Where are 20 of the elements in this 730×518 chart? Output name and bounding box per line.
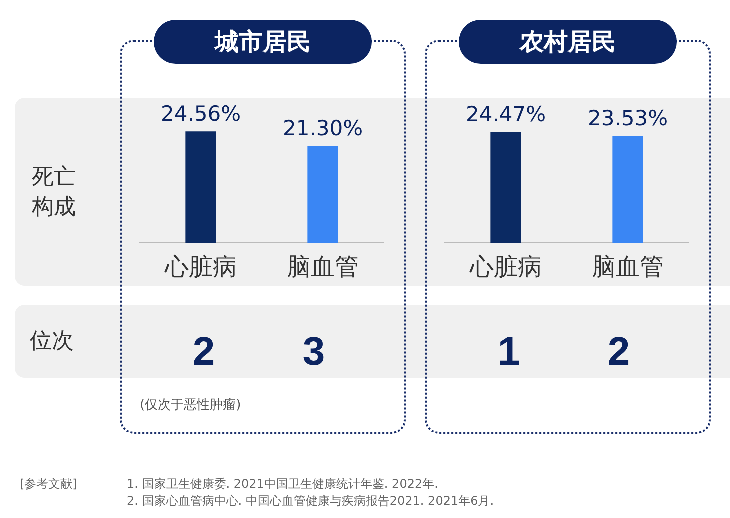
chart-title: 城市居民 [154, 20, 372, 64]
text: [参考文献] [20, 476, 78, 493]
data-label: 21.30% [282, 116, 364, 141]
data-label: 24.56% [160, 102, 242, 126]
x-tick-label: 心脏病 [164, 252, 237, 281]
chart-title: 农村居民 [459, 20, 677, 64]
data-label: 23.53% [588, 106, 668, 131]
text: 2 [192, 330, 216, 375]
text: 3 [302, 330, 326, 375]
data-label: 24.47% [466, 102, 546, 126]
x-tick-label: 心脏病 [469, 252, 542, 281]
x-tick-label: 脑血管 [592, 252, 664, 281]
text: 死亡构成 [31, 164, 77, 222]
text: 1. 国家卫生健康委. 2021中国卫生健康统计年鉴. 2022年. [127, 476, 438, 493]
text: 2. 国家心血管病中心. 中国心血管健康与疾病报告2021. 2021年6月. [127, 493, 494, 510]
x-tick-label: 脑血管 [287, 252, 359, 281]
text: 位次 [30, 328, 74, 356]
text: 1 [496, 330, 522, 375]
text: (仅次于恶性肿瘤) [140, 397, 242, 414]
text: 2 [606, 330, 632, 375]
